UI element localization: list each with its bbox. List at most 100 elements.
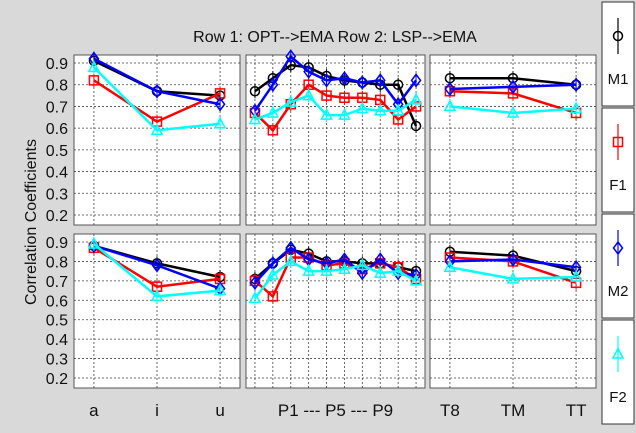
series-f2-marker <box>302 88 315 101</box>
series-m2-marker <box>570 77 582 92</box>
series-f2-marker <box>213 116 227 129</box>
x-tick-label: TM <box>501 401 526 420</box>
series-m2-marker <box>374 73 386 88</box>
series-f2-marker <box>506 105 520 118</box>
series-f2-marker <box>284 254 297 267</box>
y-tick-label: 0.8 <box>46 254 68 271</box>
series-f1-marker <box>321 90 332 101</box>
series-m2-marker <box>151 83 163 99</box>
y-tick-label: 0.5 <box>46 143 68 160</box>
chart-title: Row 1: OPT-->EMA Row 2: LSP-->EMA <box>193 29 477 46</box>
y-tick-label: 0.9 <box>46 235 68 252</box>
series-f2 <box>87 60 227 138</box>
series-f1-marker <box>88 75 100 86</box>
y-tick-label: 0.2 <box>46 208 68 225</box>
legend-entry-m1: M1 <box>601 1 635 107</box>
legend-m2-marker <box>612 240 624 256</box>
y-tick-label: 0.8 <box>46 78 68 95</box>
series-f2-marker <box>320 264 333 276</box>
y-tick-label: 0.4 <box>46 165 68 182</box>
series-f2-marker <box>391 103 405 116</box>
legend-label: M2 <box>608 283 629 300</box>
series-f2-marker <box>506 271 520 284</box>
series-f2-marker <box>569 101 583 114</box>
y-axis-label: Correlation Coefficients <box>23 139 40 305</box>
series-f2-marker <box>213 283 227 296</box>
x-tick-label: u <box>215 401 224 420</box>
series-f1-marker <box>267 291 279 302</box>
series-f2-marker <box>87 60 101 73</box>
y-tick-label: 0.3 <box>46 352 68 369</box>
series-m2-marker <box>303 64 315 79</box>
series-f2-marker <box>338 262 351 274</box>
legend-m1-marker <box>612 30 624 42</box>
legend-entry-m2: M2 <box>601 213 635 319</box>
legend-label: F2 <box>609 389 627 406</box>
series-m2-marker <box>507 252 519 267</box>
series-f2-marker <box>443 99 457 112</box>
series-m2-marker <box>339 70 350 86</box>
y-tick-label: 0.9 <box>46 56 68 73</box>
series-m2-marker <box>214 97 226 112</box>
x-tick-label: TT <box>566 401 587 420</box>
series-f2-marker <box>248 112 262 125</box>
series-f1-marker <box>339 92 350 103</box>
series-f2-marker <box>338 108 351 120</box>
x-tick-label: P1 --- P5 --- P9 <box>278 401 393 420</box>
series-f2-marker <box>374 103 387 116</box>
series-f2-marker <box>374 265 387 278</box>
series-m1-marker <box>249 85 261 97</box>
series-f2-marker <box>266 267 280 280</box>
legend-entry-f2: F2 <box>601 319 635 425</box>
legend-label: M1 <box>608 71 629 88</box>
series-m2-marker <box>267 77 279 92</box>
series-m2-marker <box>151 258 163 273</box>
series-m2-line <box>253 54 418 112</box>
series-m2-marker <box>321 73 332 88</box>
y-tick-label: 0.7 <box>46 274 68 291</box>
series-f2-marker <box>569 269 583 282</box>
series-m2-marker <box>285 240 297 256</box>
y-tick-label: 0.6 <box>46 293 68 310</box>
series-f2-line <box>253 259 417 300</box>
series-f2-marker <box>248 291 262 304</box>
series-f2 <box>443 99 583 120</box>
legend-f2-marker <box>611 346 625 359</box>
series-m1-marker <box>392 79 404 90</box>
series-f2 <box>248 254 423 306</box>
series-f2-marker <box>409 273 423 286</box>
legend-f1-marker <box>612 136 624 148</box>
series-f2-marker <box>356 258 369 271</box>
series-f2 <box>248 88 423 127</box>
series-m2 <box>88 51 226 112</box>
y-tick-label: 0.5 <box>46 313 68 330</box>
series-f2 <box>87 236 227 304</box>
legend-entry-f1: F1 <box>601 107 635 213</box>
series-m2 <box>249 49 422 119</box>
series-f2-line <box>254 94 417 121</box>
series-f2-marker <box>409 92 423 105</box>
y-tick-label: 0.7 <box>46 99 68 116</box>
panel-r1-c2 <box>245 49 426 226</box>
legend-label: F1 <box>609 177 627 194</box>
series-f2-marker <box>284 94 297 107</box>
x-tick-label: i <box>155 401 159 420</box>
series-m2-marker <box>356 265 368 281</box>
y-tick-label: 0.3 <box>46 186 68 203</box>
series-f2-marker <box>320 108 333 120</box>
series-m2 <box>444 77 582 97</box>
x-tick-label: a <box>89 401 99 420</box>
y-tick-label: 0.4 <box>46 332 68 349</box>
series-f2-marker <box>443 260 457 273</box>
series-m2-marker <box>507 79 519 95</box>
series-f2-marker <box>391 264 405 276</box>
series-f2-marker <box>356 101 369 114</box>
series-m2-marker <box>444 81 456 97</box>
panel-r2-c1 <box>73 233 241 389</box>
series-m2-marker <box>285 49 297 64</box>
panel-r1-c1 <box>73 51 241 226</box>
series-m2-marker <box>374 252 386 267</box>
y-tick-label: 0.6 <box>46 121 68 138</box>
